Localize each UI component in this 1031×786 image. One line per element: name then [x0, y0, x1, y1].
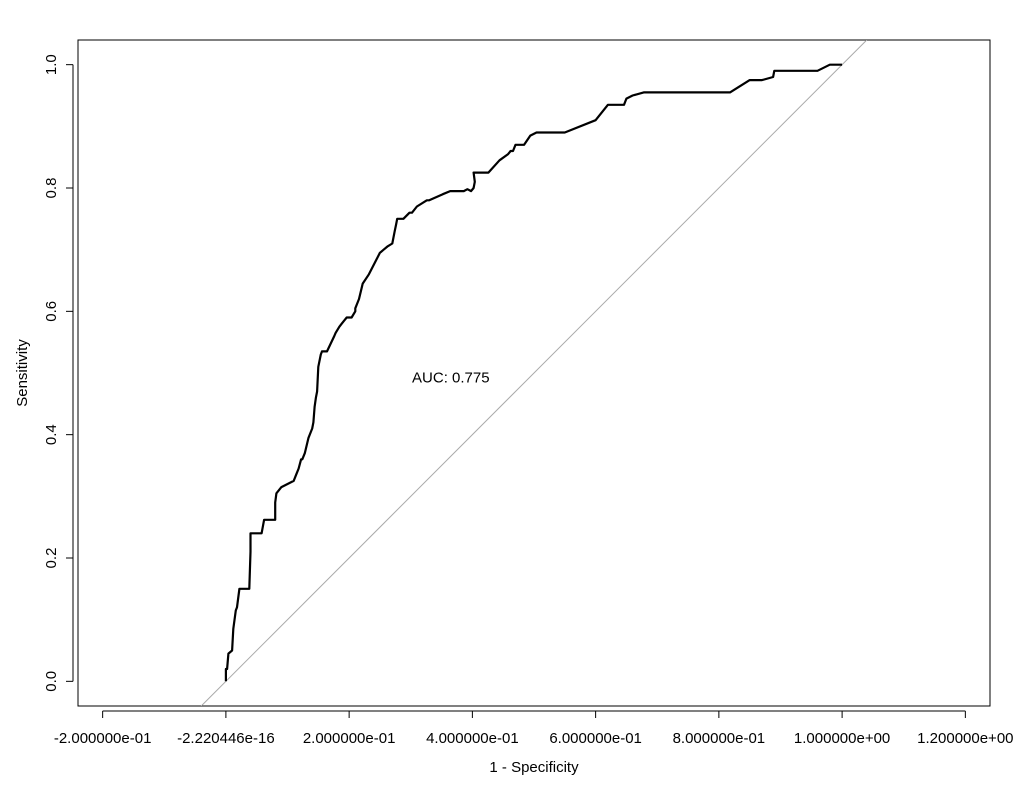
y-tick-label: 0.2: [43, 548, 60, 569]
x-tick-label: -2.000000e-01: [54, 730, 152, 747]
roc-curve-line: [224, 63, 843, 682]
x-tick-label: 2.000000e-01: [303, 730, 396, 747]
x-axis: -2.000000e-01 -2.220446e-16 2.000000e-01 4.…: [54, 710, 1014, 747]
x-tick-label: 8.000000e-01: [673, 730, 766, 747]
x-axis-title: 1 - Specificity: [489, 759, 579, 776]
x-tick-label: 1.200000e+00: [917, 730, 1013, 747]
series-layer: [224, 63, 843, 682]
auc-annotation: AUC: 0.775: [412, 369, 490, 386]
y-axis: 0.0 0.2 0.4 0.6 0.8 1.0: [43, 54, 74, 692]
plot-area-frame: [77, 39, 991, 707]
y-tick-label: 0.8: [43, 178, 60, 199]
x-tick-label: -2.220446e-16: [177, 730, 275, 747]
x-tick-label: 4.000000e-01: [426, 730, 519, 747]
reference-diagonal-line: [200, 40, 868, 706]
y-tick-label: 0.6: [43, 301, 60, 322]
x-tick-label: 1.000000e+00: [794, 730, 890, 747]
y-tick-label: 0.0: [43, 671, 60, 692]
y-tick-label: 1.0: [43, 54, 60, 75]
x-tick-label: 6.000000e-01: [549, 730, 642, 747]
reference-line-layer: [200, 40, 868, 706]
y-axis-title: Sensitivity: [14, 339, 31, 407]
y-tick-label: 0.4: [43, 424, 60, 445]
